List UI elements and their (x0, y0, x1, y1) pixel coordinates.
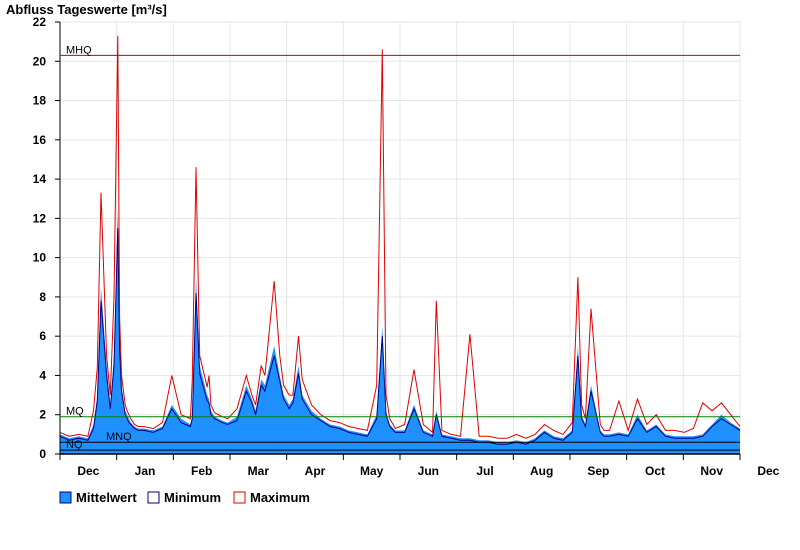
y-axis-ticks: 0 2 4 6 8 10 12 14 16 18 20 22 (33, 15, 60, 461)
x-tick-label: Apr (305, 464, 326, 478)
x-tick-label: Jun (418, 464, 439, 478)
x-tick-label: Dec (757, 464, 779, 478)
x-tick-label: Mar (248, 464, 270, 478)
legend-swatch (59, 491, 72, 504)
y-tick-label: 2 (39, 408, 46, 422)
series-maximum-line (59, 35, 741, 439)
legend-swatch (233, 491, 246, 504)
x-tick-label: May (360, 464, 384, 478)
chart-title: Abfluss Tageswerte [m³/s] (6, 2, 167, 17)
y-tick-label: 8 (39, 290, 46, 304)
x-tick-label: Aug (530, 464, 553, 478)
ref-label-mnq: MNQ (106, 431, 132, 443)
x-tick-label: Dec (77, 464, 99, 478)
y-tick-label: 12 (33, 211, 47, 225)
y-tick-label: 0 (39, 447, 46, 461)
y-tick-label: 20 (33, 54, 47, 68)
reference-lines: MHQ MQ MNQ NQ (60, 44, 740, 451)
x-tick-label: Nov (700, 464, 723, 478)
legend-label: Mittelwert (76, 490, 137, 505)
legend-item-maximum: Maximum (233, 490, 310, 505)
series-minimum-line (59, 228, 741, 445)
series-layer (59, 22, 741, 454)
x-tick-label: Oct (645, 464, 665, 478)
y-tick-label: 16 (33, 133, 47, 147)
grid-lines (59, 21, 741, 455)
y-tick-label: 10 (33, 251, 47, 265)
y-tick-label: 14 (33, 172, 47, 186)
x-axis: Dec Jan Feb Mar Apr May Jun Jul Aug Sep Oct Nov Dec (59, 453, 780, 478)
y-tick-label: 6 (39, 329, 46, 343)
ref-label-mhq: MHQ (66, 44, 92, 56)
legend: Mittelwert Minimum Maximum (59, 490, 310, 505)
x-tick-label: Sep (587, 464, 609, 478)
y-tick-label: 22 (33, 15, 47, 29)
series-mittelwert-area (60, 208, 740, 454)
legend-item-mittelwert: Mittelwert (59, 490, 137, 505)
x-tick-label: Jan (135, 464, 156, 478)
ref-label-mq: MQ (66, 406, 84, 418)
y-tick-label: 18 (33, 94, 47, 108)
x-tick-label: Feb (191, 464, 212, 478)
x-tick-label: Jul (476, 464, 493, 478)
legend-label: Maximum (250, 490, 310, 505)
legend-label: Minimum (164, 490, 221, 505)
ref-label-nq: NQ (66, 439, 83, 451)
legend-swatch (147, 491, 160, 504)
legend-item-minimum: Minimum (147, 490, 221, 505)
y-tick-label: 4 (39, 368, 46, 382)
